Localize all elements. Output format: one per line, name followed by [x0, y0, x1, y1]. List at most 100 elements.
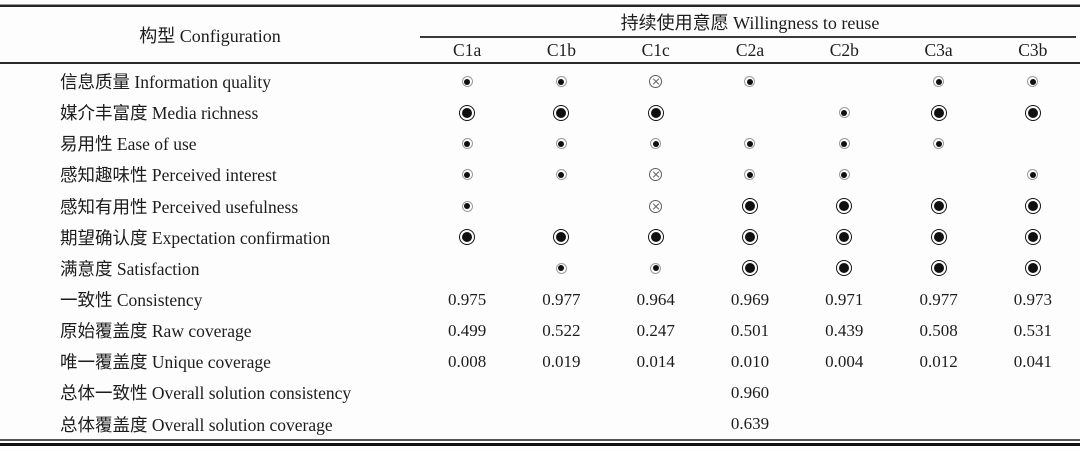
- cell-c2a: 0.010: [730, 351, 770, 371]
- cell-c3a: [891, 260, 985, 277]
- cell-c3b: 0.973: [1013, 289, 1052, 309]
- cell-c3b: [986, 383, 1080, 403]
- cell-c2b: [797, 229, 891, 246]
- metric-row: 唯一覆盖度 Unique coverage 0.008 0.019 0.014 0.01…: [0, 346, 1080, 377]
- table-header-rule: [0, 62, 1080, 64]
- present-condition-icon: [1027, 76, 1039, 88]
- cell-c2b: [797, 260, 891, 277]
- cell-c1b: 0.977: [542, 289, 581, 309]
- cell-c2b: [797, 138, 891, 150]
- overall-row: 总体一致性 Overall solution consistency 0.960: [0, 377, 1080, 408]
- cell-c1c: [609, 260, 703, 276]
- cell-c3a: [891, 75, 985, 88]
- row-label: 易用性 Ease of use: [60, 134, 197, 155]
- cell-c2b: 0.439: [825, 320, 864, 340]
- absent-condition-icon: [649, 75, 663, 89]
- cell-c1b: [514, 104, 608, 121]
- cell-c3b: [986, 104, 1080, 121]
- cell-c1b: [514, 75, 608, 88]
- cell-c1c: [609, 168, 703, 182]
- row-label: 唯一覆盖度 Unique coverage: [60, 352, 271, 373]
- core-condition-icon: [930, 198, 947, 215]
- present-condition-icon: [555, 262, 567, 274]
- cell-c1a: [420, 198, 514, 214]
- cell-c1a: [420, 383, 514, 403]
- present-condition-icon: [555, 138, 567, 150]
- table-bottom-rule: [0, 439, 1080, 446]
- cell-c3a: [891, 414, 985, 434]
- present-condition-icon: [838, 107, 850, 119]
- cell-c3a: 0.012: [919, 351, 958, 371]
- present-condition-icon: [933, 138, 945, 150]
- present-condition-icon: [461, 200, 473, 212]
- present-condition-icon: [461, 169, 473, 181]
- column-header-c1b: C1b: [546, 39, 577, 60]
- core-condition-icon: [930, 260, 947, 277]
- core-condition-icon: [836, 198, 853, 215]
- absent-condition-icon: [649, 199, 663, 213]
- cell-c3b: [986, 198, 1080, 215]
- core-condition-icon: [459, 229, 476, 246]
- cell-c1a: 0.975: [448, 289, 487, 309]
- condition-row: 感知有用性 Perceived usefulness: [0, 191, 1080, 222]
- row-label: 期望确认度 Expectation confirmation: [60, 227, 331, 248]
- column-header-c2b: C2b: [829, 39, 859, 60]
- cell-c3a: 0.977: [919, 289, 958, 309]
- cell-c1b: [514, 229, 608, 246]
- cell-c2b: [797, 383, 891, 403]
- cell-c1b: [514, 138, 608, 150]
- cell-c1b: [514, 198, 608, 214]
- core-condition-icon: [647, 229, 664, 246]
- config-column-header: 构型 Configuration: [139, 26, 281, 46]
- core-condition-icon: [741, 260, 758, 277]
- condition-row: 媒介丰富度 Media richness: [0, 97, 1080, 128]
- cell-c2a: 0.960: [730, 382, 770, 402]
- cell-c3a: [891, 138, 985, 150]
- cell-c1a: 0.008: [448, 351, 487, 371]
- cell-c2a: [703, 105, 797, 121]
- overall-row: 总体覆盖度 Overall solution coverage 0.639: [0, 409, 1080, 440]
- cell-c2b: 0.004: [825, 351, 864, 371]
- row-label: 媒介丰富度 Media richness: [60, 103, 259, 124]
- core-condition-icon: [1024, 229, 1041, 246]
- cell-c3a: [891, 229, 985, 246]
- table-body: 信息质量 Information quality 媒介丰富度 Media rich…: [0, 66, 1080, 440]
- core-condition-icon: [647, 104, 664, 121]
- cell-c2a: [703, 168, 797, 181]
- cell-c1b: 0.522: [542, 320, 581, 340]
- metric-row: 一致性 Consistency 0.975 0.977 0.964 0.969 0.971…: [0, 284, 1080, 315]
- row-label: 感知趣味性 Perceived interest: [60, 165, 277, 186]
- cell-c3a: 0.508: [919, 320, 958, 340]
- present-condition-icon: [933, 76, 945, 88]
- cell-c1b: [514, 383, 608, 403]
- cell-c1c: [609, 138, 703, 150]
- present-condition-icon: [744, 76, 756, 88]
- cell-c1c: [609, 414, 703, 434]
- present-condition-icon: [838, 169, 850, 181]
- core-condition-icon: [553, 229, 570, 246]
- cell-c2a: [703, 198, 797, 215]
- outcome-header-underline: [420, 36, 1076, 38]
- cell-c2b: 0.971: [825, 289, 864, 309]
- cell-c1a: [420, 168, 514, 181]
- core-condition-icon: [459, 104, 476, 121]
- core-condition-icon: [1024, 198, 1041, 215]
- column-headers: C1a C1b C1c C2a C2b C3a C3b: [420, 38, 1080, 62]
- column-header-c1c: C1c: [641, 39, 670, 60]
- core-condition-icon: [836, 229, 853, 246]
- cell-c1c: 0.014: [636, 351, 675, 371]
- row-label: 原始覆盖度 Raw coverage: [60, 321, 252, 342]
- cell-c3b: [986, 229, 1080, 246]
- cell-c1c: [609, 104, 703, 121]
- cell-c3a: [891, 104, 985, 121]
- cell-c1c: [609, 198, 703, 214]
- cell-c1b: [514, 260, 608, 276]
- cell-c1a: 0.499: [448, 320, 487, 340]
- cell-c1c: 0.247: [636, 320, 675, 340]
- cell-c1a: [420, 75, 514, 88]
- core-condition-icon: [741, 229, 758, 246]
- table-top-rule: [0, 4, 1080, 7]
- present-condition-icon: [555, 169, 567, 181]
- cell-c1a: [420, 138, 514, 150]
- condition-row: 满意度 Satisfaction: [0, 253, 1080, 284]
